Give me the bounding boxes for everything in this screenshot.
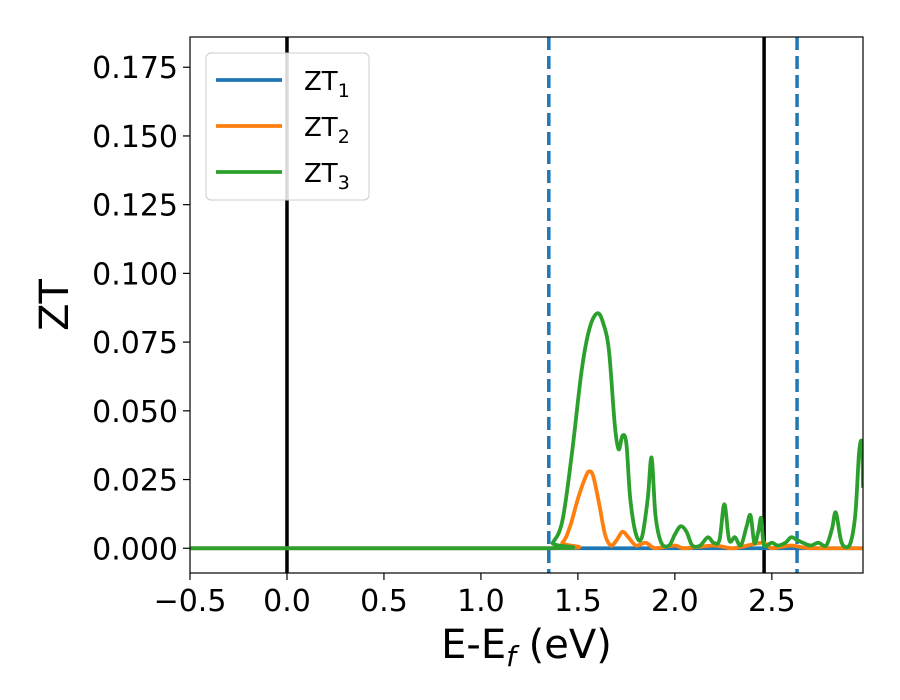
legend: ZT1 ZT2 ZT3 bbox=[205, 52, 370, 201]
y-tick-label: 0.100 bbox=[92, 257, 178, 292]
x-axis-label: E-Ef (eV) bbox=[441, 622, 612, 673]
series-layer bbox=[190, 311, 863, 551]
x-axis-ticks: −0.5 0.0 0.5 1.0 1.5 2.0 2.5 bbox=[154, 573, 796, 619]
axes-frame bbox=[189, 36, 864, 574]
series-line-zt3 bbox=[190, 311, 863, 551]
y-tick-label: 0.050 bbox=[92, 395, 178, 430]
y-axis-ticks: 0.000 0.025 0.050 0.075 0.100 0.125 0.150 0.175 bbox=[92, 51, 190, 567]
x-axis-label-main: E-E bbox=[441, 622, 506, 668]
x-tick-label: 1.5 bbox=[554, 584, 602, 619]
legend-label-zt3: ZT3 bbox=[304, 159, 350, 194]
y-tick-label: 0.150 bbox=[92, 120, 178, 155]
x-tick-label: 1.0 bbox=[457, 584, 505, 619]
y-tick-label: 0.075 bbox=[92, 326, 178, 361]
y-tick-label: 0.025 bbox=[92, 464, 178, 499]
legend-box bbox=[205, 52, 370, 201]
series-line-zt2 bbox=[190, 469, 863, 551]
y-tick-label: 0.000 bbox=[92, 532, 178, 567]
x-tick-label: 2.0 bbox=[651, 584, 699, 619]
x-tick-label: 0.5 bbox=[360, 584, 408, 619]
y-tick-label: 0.175 bbox=[92, 51, 178, 86]
legend-label-zt2: ZT2 bbox=[304, 113, 350, 148]
x-tick-label: 0.0 bbox=[263, 584, 311, 619]
y-tick-label: 0.125 bbox=[92, 189, 178, 224]
x-tick-label: 2.5 bbox=[748, 584, 796, 619]
legend-label-zt1: ZT1 bbox=[304, 67, 350, 102]
y-axis-label: ZT bbox=[32, 279, 78, 331]
x-tick-label: −0.5 bbox=[154, 584, 227, 619]
x-axis-label-unit: (eV) bbox=[516, 622, 612, 668]
